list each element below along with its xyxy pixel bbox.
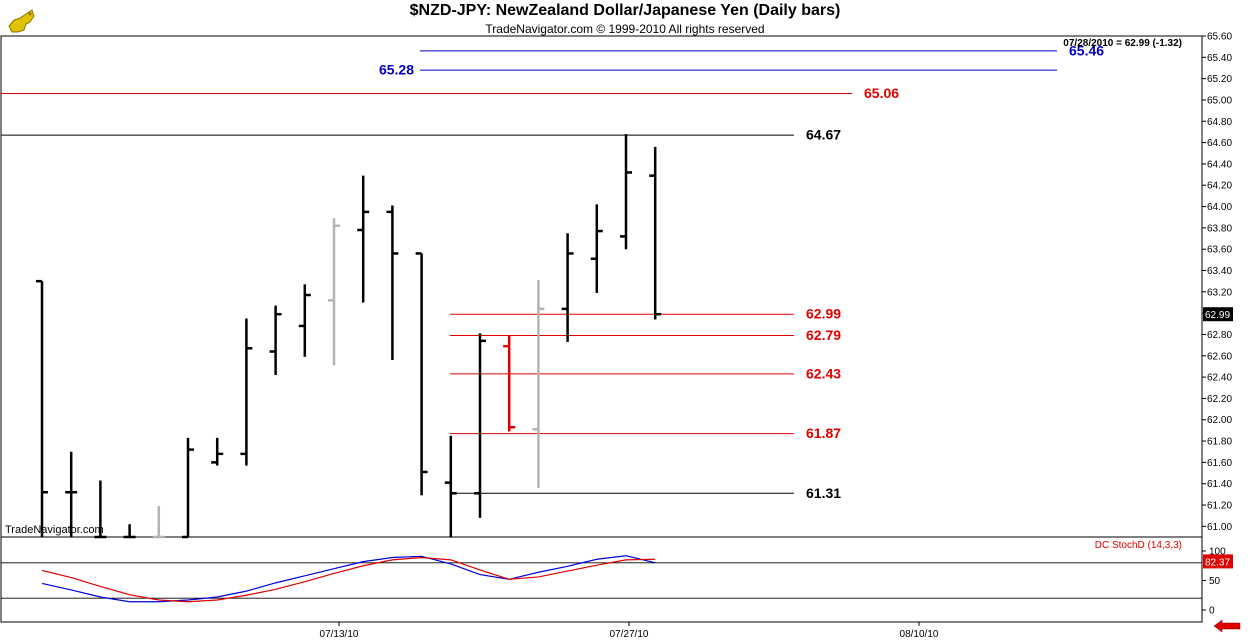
level-label: 65.28 xyxy=(379,62,414,78)
y-tick-label: 62.60 xyxy=(1207,351,1232,362)
level-label: 62.43 xyxy=(806,365,841,381)
y-tick-label: 63.20 xyxy=(1207,287,1232,298)
watermark-text: TradeNavigator.com xyxy=(5,524,104,536)
y-tick-label: 62.20 xyxy=(1207,394,1232,405)
chart-title: $NZD-JPY: NewZealand Dollar/Japanese Yen… xyxy=(409,2,841,19)
y-tick-label: 64.20 xyxy=(1207,181,1232,192)
y-tick-label: 64.80 xyxy=(1207,117,1232,128)
y-tick-label: 64.40 xyxy=(1207,159,1232,170)
y-tick-label: 65.00 xyxy=(1207,95,1232,106)
last-price-box xyxy=(1203,307,1233,322)
y-tick-label: 62.00 xyxy=(1207,415,1232,426)
x-tick-label: 07/27/10 xyxy=(610,629,649,640)
level-label: 62.99 xyxy=(806,306,841,322)
chart-subtitle: TradeNavigator.com © 1999-2010 All right… xyxy=(485,22,765,36)
y-tick-label: 64.60 xyxy=(1207,138,1232,149)
y-tick-label: 61.40 xyxy=(1207,479,1232,490)
y-tick-label: 61.00 xyxy=(1207,522,1232,533)
y-tick-label: 61.20 xyxy=(1207,501,1232,512)
y-tick-label: 64.00 xyxy=(1207,202,1232,213)
stoch-indicator-title: DC StochD (14,3,3) xyxy=(1095,540,1182,551)
y-tick-label: 61.80 xyxy=(1207,437,1232,448)
x-tick-label: 07/13/10 xyxy=(320,629,359,640)
y-tick-label: 62.40 xyxy=(1207,373,1232,384)
stoch-y-tick-label: 100 xyxy=(1209,547,1226,558)
y-tick-label: 63.60 xyxy=(1207,245,1232,256)
red-left-arrow-icon[interactable] xyxy=(1213,619,1241,633)
last-price-label: 62.99 xyxy=(1205,310,1230,321)
bull-logo-icon xyxy=(8,9,35,33)
level-label: 64.67 xyxy=(806,127,841,143)
x-tick-label: 08/10/10 xyxy=(900,629,939,640)
price-panel-frame xyxy=(0,35,1203,538)
y-tick-label: 63.80 xyxy=(1207,223,1232,234)
y-tick-label: 62.80 xyxy=(1207,330,1232,341)
stoch-y-tick-label: 50 xyxy=(1209,576,1221,587)
stoch-panel-frame xyxy=(0,536,1203,623)
stoch-line xyxy=(41,556,656,603)
y-tick-label: 65.60 xyxy=(1207,32,1232,43)
stoch-line xyxy=(41,555,656,603)
y-tick-label: 65.20 xyxy=(1207,74,1232,85)
y-tick-label: 61.60 xyxy=(1207,458,1232,469)
level-label: 65.06 xyxy=(864,85,899,101)
price-readout: 07/28/2010 = 62.99 (-1.32) xyxy=(1063,38,1182,49)
stoch-last-value-box xyxy=(1203,554,1233,569)
level-label: 62.79 xyxy=(806,327,841,343)
stoch-y-tick-label: 0 xyxy=(1209,606,1215,617)
y-tick-label: 63.40 xyxy=(1207,266,1232,277)
level-label: 61.87 xyxy=(806,425,841,441)
stoch-last-value-label: 82.37 xyxy=(1205,557,1230,568)
y-tick-label: 65.40 xyxy=(1207,53,1232,64)
level-label: 65.46 xyxy=(1069,42,1104,58)
level-label: 61.31 xyxy=(806,485,841,501)
